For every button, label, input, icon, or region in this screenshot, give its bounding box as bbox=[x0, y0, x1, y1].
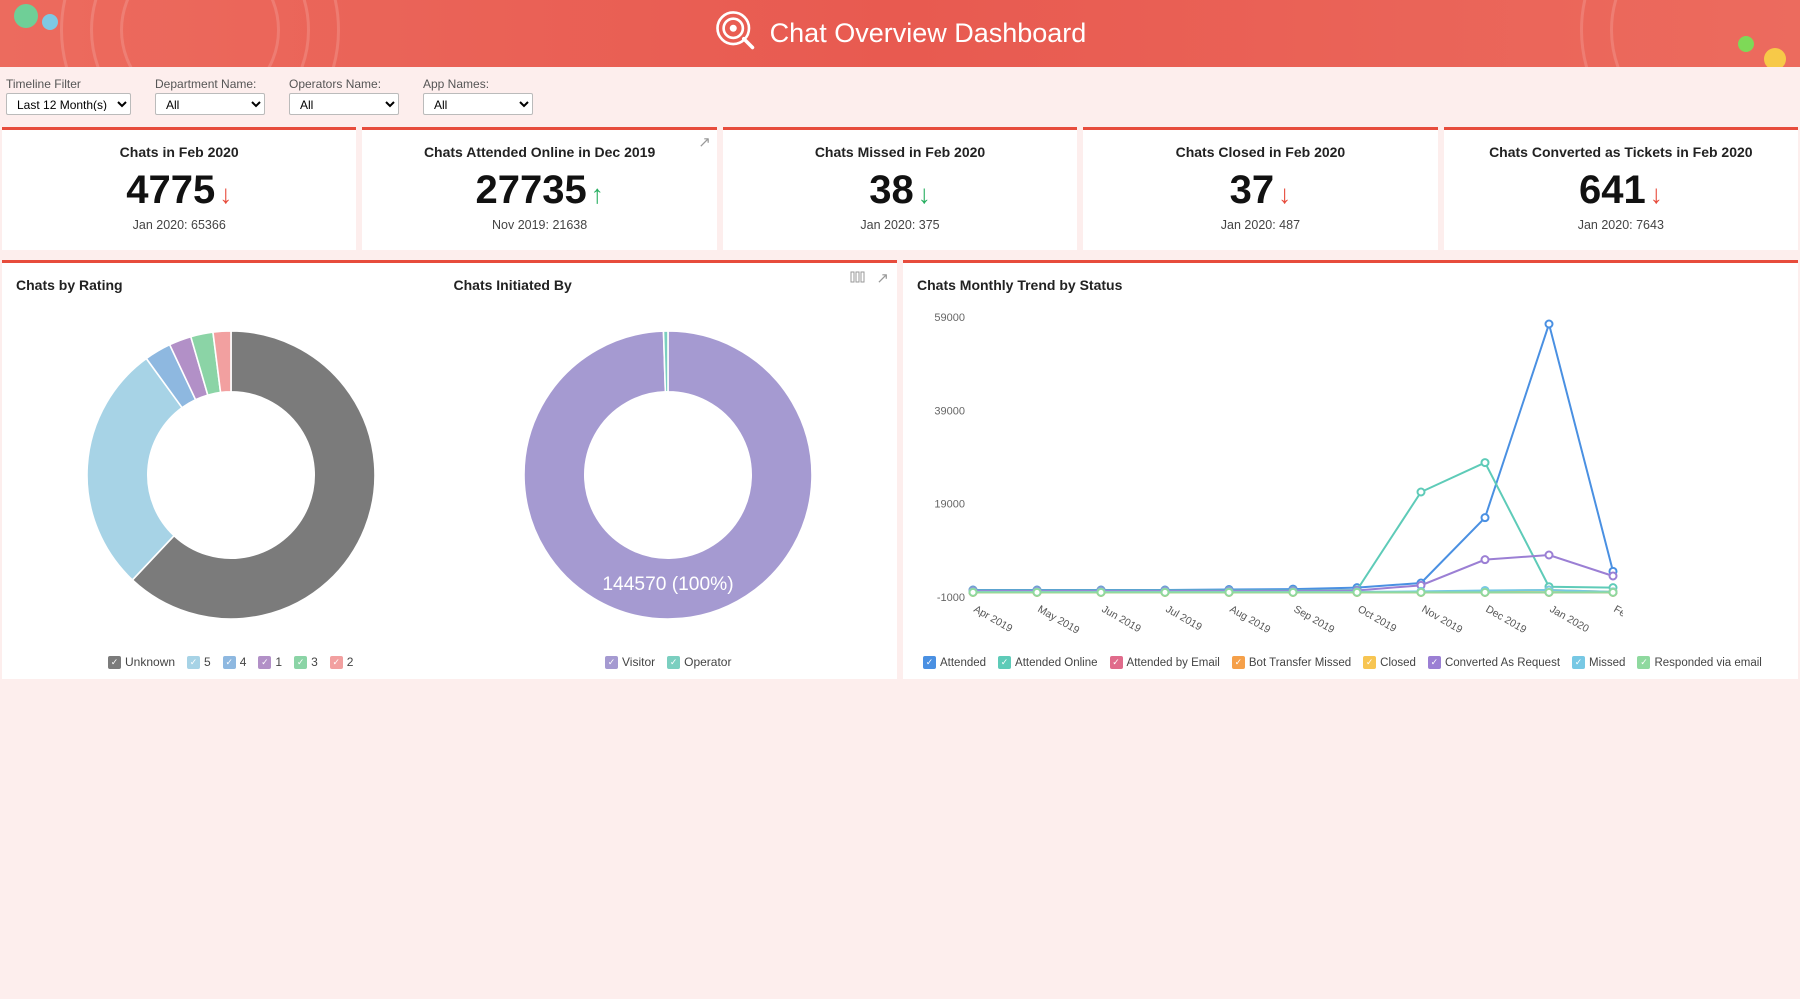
legend-item[interactable]: ✓3 bbox=[294, 655, 318, 669]
legend-item[interactable]: ✓5 bbox=[187, 655, 211, 669]
legend-item[interactable]: ✓4 bbox=[223, 655, 247, 669]
svg-text:Nov 2019: Nov 2019 bbox=[1420, 603, 1465, 636]
header: Chat Overview Dashboard bbox=[0, 0, 1800, 67]
legend-item[interactable]: ✓Attended by Email bbox=[1110, 656, 1220, 669]
logo-icon bbox=[714, 9, 756, 58]
kpi-previous: Jan 2020: 487 bbox=[1091, 218, 1429, 232]
kpi-card: ↗Chats Attended Online in Dec 2019 27735↑… bbox=[362, 127, 716, 250]
legend-item[interactable]: ✓Visitor bbox=[605, 655, 655, 669]
trend-arrow-icon: ↓ bbox=[219, 179, 232, 210]
kpi-card: Chats Missed in Feb 2020 38↓ Jan 2020: 375 bbox=[723, 127, 1077, 250]
kpi-value: 37 bbox=[1230, 168, 1275, 212]
kpi-previous: Jan 2020: 375 bbox=[731, 218, 1069, 232]
kpi-title: Chats in Feb 2020 bbox=[10, 144, 348, 160]
kpi-title: Chats Closed in Feb 2020 bbox=[1091, 144, 1429, 160]
timeline-select[interactable]: Last 12 Month(s) bbox=[6, 93, 131, 115]
kpi-value: 27735 bbox=[475, 168, 586, 212]
kpi-previous: Jan 2020: 7643 bbox=[1452, 218, 1790, 232]
trend-arrow-icon: ↓ bbox=[918, 179, 931, 210]
svg-text:39000: 39000 bbox=[934, 405, 965, 417]
svg-text:May 2019: May 2019 bbox=[1036, 603, 1082, 637]
svg-text:19000: 19000 bbox=[934, 499, 965, 511]
filter-label-timeline: Timeline Filter bbox=[6, 77, 131, 91]
svg-text:Sep 2019: Sep 2019 bbox=[1292, 603, 1337, 636]
donut-rating-title: Chats by Rating bbox=[16, 277, 446, 293]
line-chart-title: Chats Monthly Trend by Status bbox=[917, 277, 1784, 293]
svg-text:-1000: -1000 bbox=[937, 592, 965, 604]
legend-item[interactable]: ✓Attended bbox=[923, 656, 986, 669]
kpi-value: 38 bbox=[869, 168, 914, 212]
legend-item[interactable]: ✓Converted As Request bbox=[1428, 656, 1560, 669]
kpi-row: Chats in Feb 20204775↓Jan 2020: 65366↗Ch… bbox=[0, 127, 1800, 250]
kpi-previous: Jan 2020: 65366 bbox=[10, 218, 348, 232]
filter-label-operators: Operators Name: bbox=[289, 77, 399, 91]
svg-text:Dec 2019: Dec 2019 bbox=[1484, 603, 1529, 636]
trend-arrow-icon: ↑ bbox=[591, 179, 604, 210]
kpi-value: 641 bbox=[1579, 168, 1646, 212]
svg-text:Apr 2019: Apr 2019 bbox=[972, 603, 1015, 635]
kpi-title: Chats Attended Online in Dec 2019 bbox=[370, 144, 708, 160]
svg-text:Jun 2019: Jun 2019 bbox=[1100, 603, 1144, 635]
svg-text:Aug 2019: Aug 2019 bbox=[1228, 603, 1273, 636]
expand-icon[interactable]: ↗ bbox=[876, 269, 889, 289]
kpi-title: Chats Converted as Tickets in Feb 2020 bbox=[1452, 144, 1790, 160]
table-view-icon[interactable] bbox=[850, 269, 866, 289]
legend-item[interactable]: ✓Missed bbox=[1572, 656, 1625, 669]
donut-rating-legend: ✓Unknown ✓5 ✓4 ✓1 ✓3 ✓2 bbox=[16, 655, 446, 669]
line-chart-legend: ✓Attended ✓Attended Online ✓Attended by Em… bbox=[923, 656, 1778, 669]
legend-item[interactable]: ✓Responded via email bbox=[1637, 656, 1761, 669]
donut-initiated-chart: 144570 (100%) bbox=[508, 315, 828, 635]
trend-arrow-icon: ↓ bbox=[1278, 179, 1291, 210]
svg-text:Jan 2020: Jan 2020 bbox=[1548, 603, 1592, 635]
donut-initiated-legend: ✓Visitor ✓Operator bbox=[454, 655, 884, 669]
legend-item[interactable]: ✓Bot Transfer Missed bbox=[1232, 656, 1351, 669]
kpi-title: Chats Missed in Feb 2020 bbox=[731, 144, 1069, 160]
apps-select[interactable]: All bbox=[423, 93, 533, 115]
filter-label-department: Department Name: bbox=[155, 77, 265, 91]
donut-panel: ↗ Chats by Rating ✓Unknown ✓5 ✓4 ✓1 ✓3 ✓2 Cha… bbox=[2, 260, 897, 679]
legend-item[interactable]: ✓Closed bbox=[1363, 656, 1416, 669]
kpi-card: Chats Converted as Tickets in Feb 2020 64… bbox=[1444, 127, 1798, 250]
filter-label-apps: App Names: bbox=[423, 77, 533, 91]
legend-item[interactable]: ✓Operator bbox=[667, 655, 731, 669]
page-title: Chat Overview Dashboard bbox=[770, 18, 1087, 49]
line-chart-panel: Chats Monthly Trend by Status -1000 19000… bbox=[903, 260, 1798, 679]
filter-bar: Timeline Filter Last 12 Month(s) Departm… bbox=[0, 67, 1800, 127]
svg-text:144570 (100%): 144570 (100%) bbox=[603, 574, 734, 595]
donut-initiated-title: Chats Initiated By bbox=[454, 277, 884, 293]
legend-item[interactable]: ✓1 bbox=[258, 655, 282, 669]
svg-text:59000: 59000 bbox=[934, 312, 965, 324]
kpi-card: Chats Closed in Feb 2020 37↓ Jan 2020: 487 bbox=[1083, 127, 1437, 250]
legend-item[interactable]: ✓Attended Online bbox=[998, 656, 1097, 669]
legend-item[interactable]: ✓2 bbox=[330, 655, 354, 669]
kpi-previous: Nov 2019: 21638 bbox=[370, 218, 708, 232]
line-chart: -1000 19000 39000 59000 Apr 2019 May 2019 Jun … bbox=[923, 307, 1623, 647]
kpi-card: Chats in Feb 2020 4775↓ Jan 2020: 65366 bbox=[2, 127, 356, 250]
svg-text:Feb 2020: Feb 2020 bbox=[1612, 603, 1624, 636]
donut-rating-chart bbox=[71, 315, 391, 635]
department-select[interactable]: All bbox=[155, 93, 265, 115]
expand-icon[interactable]: ↗ bbox=[698, 133, 711, 151]
svg-text:Oct 2019: Oct 2019 bbox=[1356, 603, 1399, 635]
operators-select[interactable]: All bbox=[289, 93, 399, 115]
legend-item[interactable]: ✓Unknown bbox=[108, 655, 175, 669]
kpi-value: 4775 bbox=[126, 168, 215, 212]
trend-arrow-icon: ↓ bbox=[1650, 179, 1663, 210]
svg-text:Jul 2019: Jul 2019 bbox=[1164, 603, 1205, 633]
